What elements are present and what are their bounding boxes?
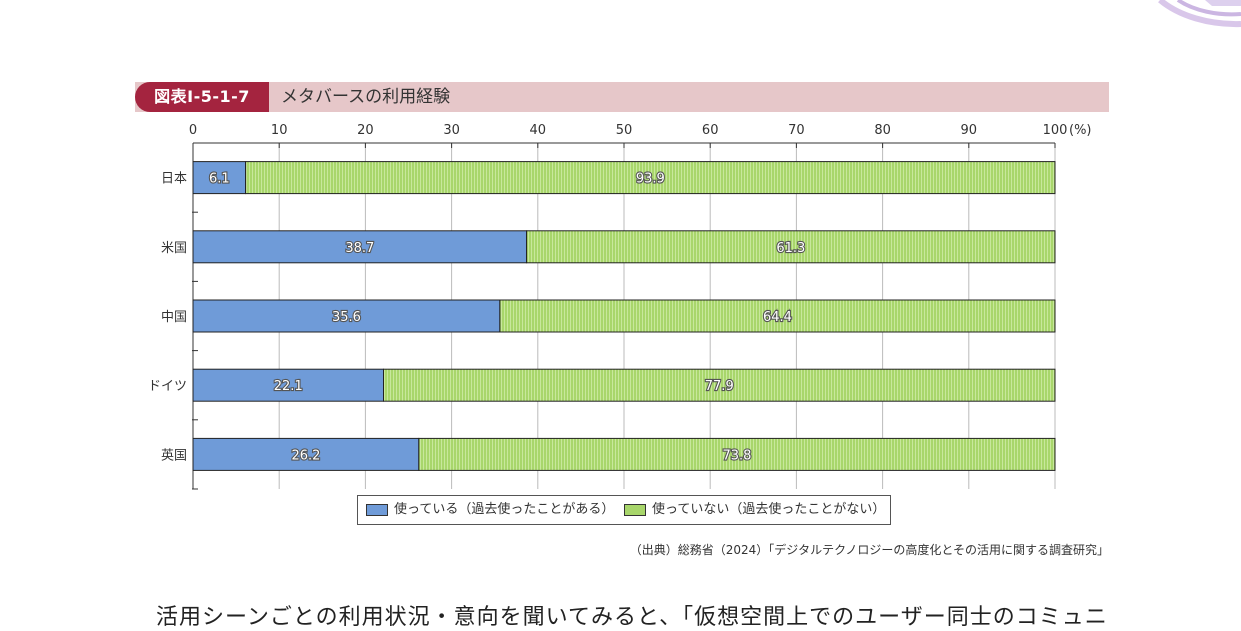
corner-decoration — [1158, 0, 1241, 28]
data-label-4-series-1: 73.8 — [722, 448, 751, 463]
bar-1-series-0 — [192, 230, 528, 264]
data-label-2-series-1: 64.4 — [763, 310, 792, 325]
data-label-2-series-0: 35.6 — [332, 310, 361, 325]
legend-swatch-not-used — [624, 503, 646, 516]
chart-legend: 使っている（過去使ったことがある） 使っていない（過去使ったことがない） — [357, 495, 891, 525]
category-label-2: 中国 — [161, 310, 187, 325]
bar-1-series-1 — [526, 230, 1056, 264]
bar-3-series-0 — [192, 368, 385, 402]
source-note: （出典）総務省（2024）「デジタルテクノロジーの高度化とその活用に関する調査研… — [629, 543, 1109, 557]
data-label-4-series-0: 26.2 — [291, 448, 320, 463]
x-tick-label-0: 0 — [189, 123, 197, 138]
data-label-3-series-0: 22.1 — [274, 379, 303, 394]
x-tick-label-90: 90 — [961, 123, 978, 138]
bar-2-series-0 — [192, 299, 501, 333]
category-label-4: 英国 — [161, 448, 187, 463]
data-label-0-series-0: 6.1 — [209, 172, 230, 187]
bar-0-series-1 — [245, 161, 1056, 195]
data-label-3-series-1: 77.9 — [705, 379, 734, 394]
bar-3-series-1 — [383, 368, 1056, 402]
category-label-1: 米国 — [161, 241, 187, 256]
x-tick-label-30: 30 — [443, 123, 460, 138]
figure-number-tag: 図表Ⅰ-5-1-7 — [135, 82, 269, 112]
x-tick-label-70: 70 — [788, 123, 805, 138]
x-tick-label-20: 20 — [357, 123, 374, 138]
bar-2-series-1 — [499, 299, 1056, 333]
bar-4-series-1 — [418, 437, 1056, 471]
x-tick-label-80: 80 — [874, 123, 891, 138]
body-text: 活用シーンごとの利用状況・意向を聞いてみると、「仮想空間上でのユーザー同士のコミ… — [156, 605, 1108, 630]
x-unit-label: (%) — [1069, 123, 1092, 138]
category-label-0: 日本 — [161, 172, 187, 187]
figure-title-band: 図表Ⅰ-5-1-7 メタバースの利用経験 — [135, 82, 1109, 112]
x-tick-label-10: 10 — [271, 123, 288, 138]
stacked-bar-chart: 0 10 20 30 40 50 60 70 80 90 100 (%) 日本 6.1 93.9 米国 38.7… — [148, 123, 1092, 490]
legend-item-not-used: 使っていない（過去使ったことがない） — [624, 496, 885, 524]
figure-title: メタバースの利用経験 — [281, 87, 451, 107]
x-tick-label-40: 40 — [530, 123, 547, 138]
legend-label-used: 使っている（過去使ったことがある） — [394, 502, 615, 517]
data-label-1-series-1: 61.3 — [776, 241, 805, 256]
bar-0-series-0 — [192, 161, 247, 195]
legend-swatch-used — [366, 503, 388, 516]
legend-label-not-used: 使っていない（過去使ったことがない） — [652, 502, 886, 517]
data-label-1-series-0: 38.7 — [345, 241, 374, 256]
legend-item-used: 使っている（過去使ったことがある） — [366, 496, 614, 524]
labels: 0 10 20 30 40 50 60 70 80 90 100 (%) 日本 6.1 93.9 米国 38.7… — [148, 123, 1092, 464]
x-tick-label-100: 100 — [1043, 123, 1068, 138]
x-tick-label-50: 50 — [616, 123, 633, 138]
data-label-0-series-1: 93.9 — [636, 172, 665, 187]
bar-4-series-0 — [192, 437, 420, 471]
bars — [192, 161, 1056, 471]
category-label-3: ドイツ — [148, 379, 187, 394]
x-tick-label-60: 60 — [702, 123, 719, 138]
